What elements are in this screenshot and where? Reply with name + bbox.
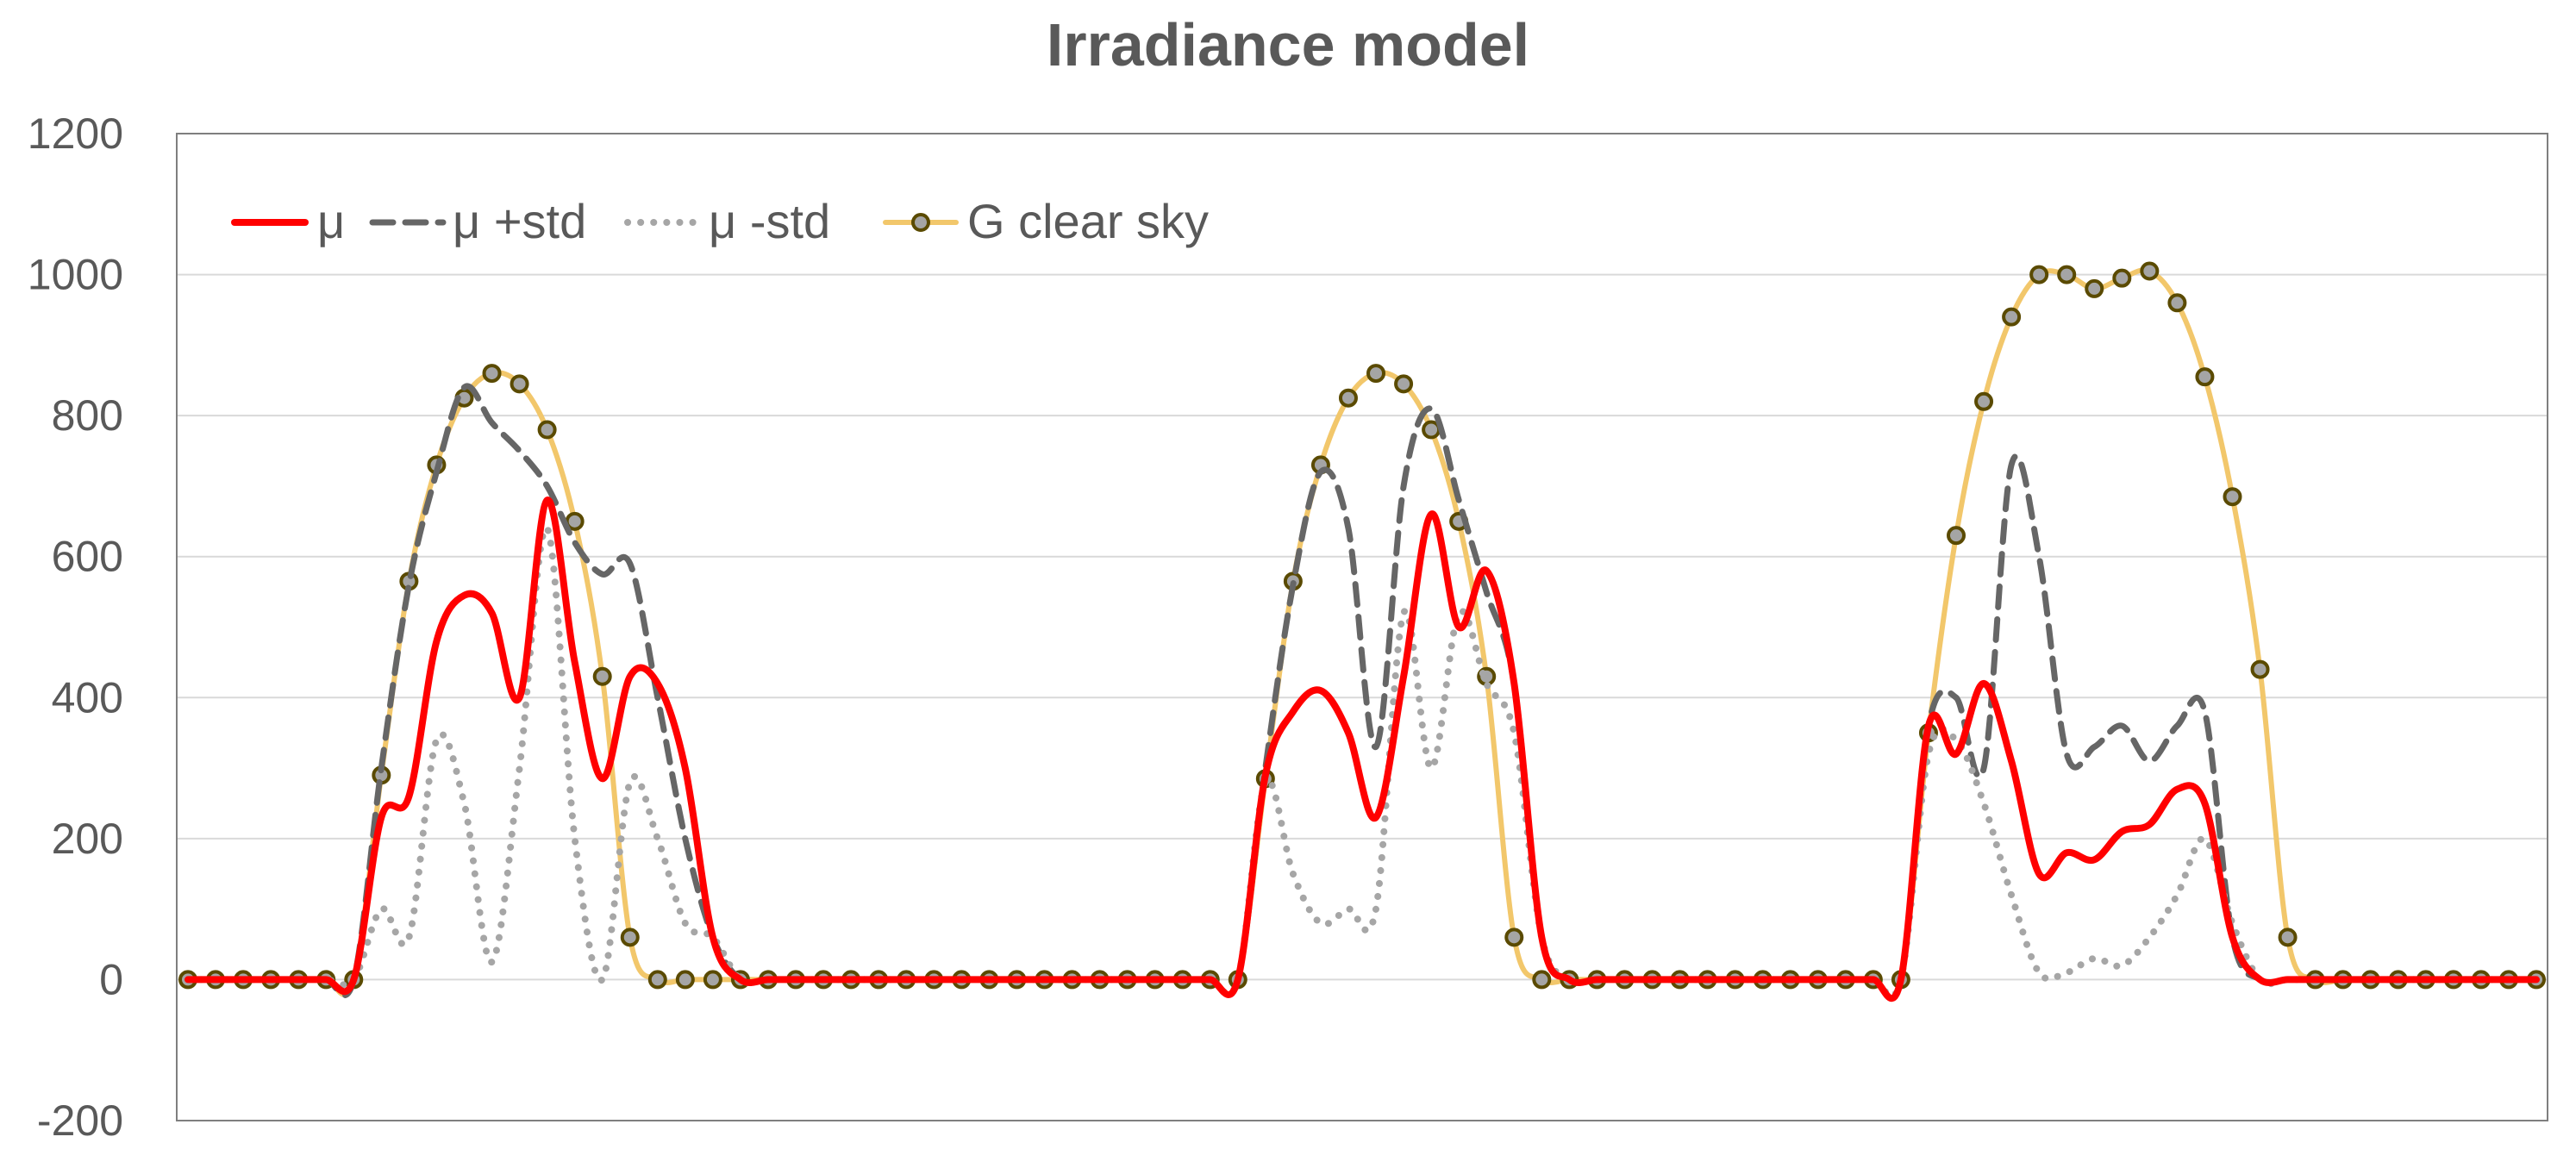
data-point-marker	[675, 970, 695, 990]
data-point-marker	[1947, 526, 1966, 546]
legend-label: μ	[317, 194, 345, 248]
legend-label: μ +std	[453, 194, 586, 248]
data-point-marker	[2057, 265, 2077, 284]
plot-area-border	[176, 133, 2548, 1121]
data-point-marker	[1394, 374, 1414, 394]
data-point-marker	[2140, 261, 2160, 281]
data-point-marker	[1532, 970, 1552, 990]
legend-entry: μ +std	[369, 194, 586, 248]
chart-title: Irradiance model	[1046, 11, 1530, 78]
data-point-marker	[2250, 659, 2270, 679]
data-point-marker	[2029, 265, 2049, 284]
data-point-marker	[1366, 364, 1386, 384]
y-axis-tick-labels: -200 0 200 400 600 800 1000 1200	[28, 109, 123, 1145]
series-lines	[178, 261, 2546, 1002]
y-tick-label: 800	[52, 391, 123, 440]
data-point-marker	[2002, 307, 2022, 327]
legend-label: μ -std	[709, 194, 830, 248]
gridlines	[177, 273, 2548, 981]
data-point-marker	[2085, 278, 2104, 298]
y-tick-label: 600	[52, 533, 123, 581]
data-point-marker	[482, 364, 502, 384]
data-point-marker	[2112, 268, 2132, 288]
y-tick-label: 1200	[28, 109, 123, 158]
legend-entry: μ	[231, 194, 345, 248]
y-tick-label: -200	[37, 1096, 123, 1145]
series-line-mu-std	[184, 524, 2540, 1000]
legend-entry: μ -std	[624, 194, 830, 248]
y-tick-label: 200	[52, 815, 123, 863]
y-tick-label: 400	[52, 673, 123, 721]
y-tick-label: 1000	[28, 251, 123, 299]
series-mu-std	[184, 383, 2540, 1002]
data-point-marker	[1504, 928, 1524, 947]
legend-entry: G clear sky	[883, 194, 1209, 248]
series-line-mu	[184, 497, 2540, 1002]
legend: μ μ +std μ -std G clear sky	[231, 194, 1209, 248]
legend-marker	[911, 213, 930, 232]
data-point-marker	[703, 970, 722, 990]
series-line-mu-std	[184, 383, 2540, 1002]
data-point-marker	[2167, 293, 2187, 313]
series-mu	[184, 497, 2540, 1002]
data-point-marker	[2195, 367, 2215, 387]
data-point-marker	[1338, 388, 1358, 408]
data-point-marker	[647, 970, 667, 990]
data-point-marker	[592, 666, 612, 686]
data-point-marker	[510, 374, 529, 394]
data-point-marker	[2278, 928, 2298, 947]
legend-label: G clear sky	[967, 194, 1209, 248]
y-tick-label: 0	[99, 955, 123, 1003]
series-mu-std	[184, 524, 2540, 1000]
data-point-marker	[537, 420, 557, 440]
data-point-marker	[1974, 391, 1994, 411]
data-point-marker	[620, 928, 640, 947]
data-point-marker	[2223, 487, 2242, 507]
